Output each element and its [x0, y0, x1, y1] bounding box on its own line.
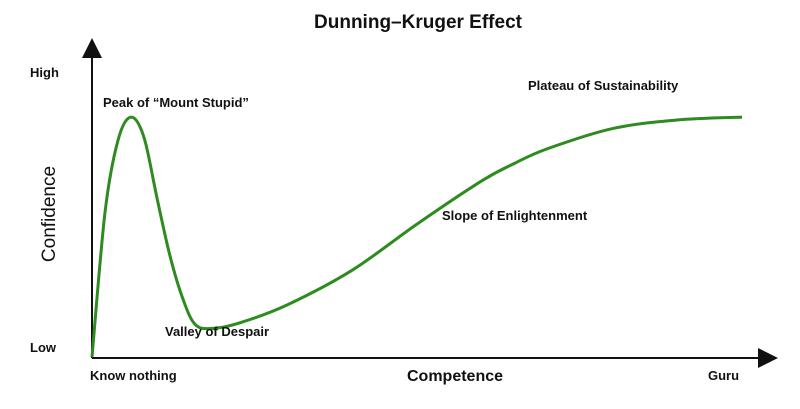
confidence-curve	[90, 115, 743, 358]
x-axis-label: Competence	[407, 368, 503, 385]
annotation-peak-mount-stupid: Peak of “Mount Stupid”	[103, 95, 249, 110]
y-tick-low: Low	[30, 340, 57, 355]
y-axis-label: Confidence	[39, 166, 60, 262]
annotation-valley-of-despair: Valley of Despair	[165, 324, 269, 339]
x-tick-guru: Guru	[708, 368, 739, 383]
annotation-plateau-of-sustainability: Plateau of Sustainability	[528, 78, 679, 93]
annotation-slope-of-enlightenment: Slope of Enlightenment	[442, 208, 588, 223]
x-tick-know-nothing: Know nothing	[90, 368, 177, 383]
y-tick-high: High	[30, 65, 59, 80]
chart-title: Dunning–Kruger Effect	[314, 12, 523, 33]
